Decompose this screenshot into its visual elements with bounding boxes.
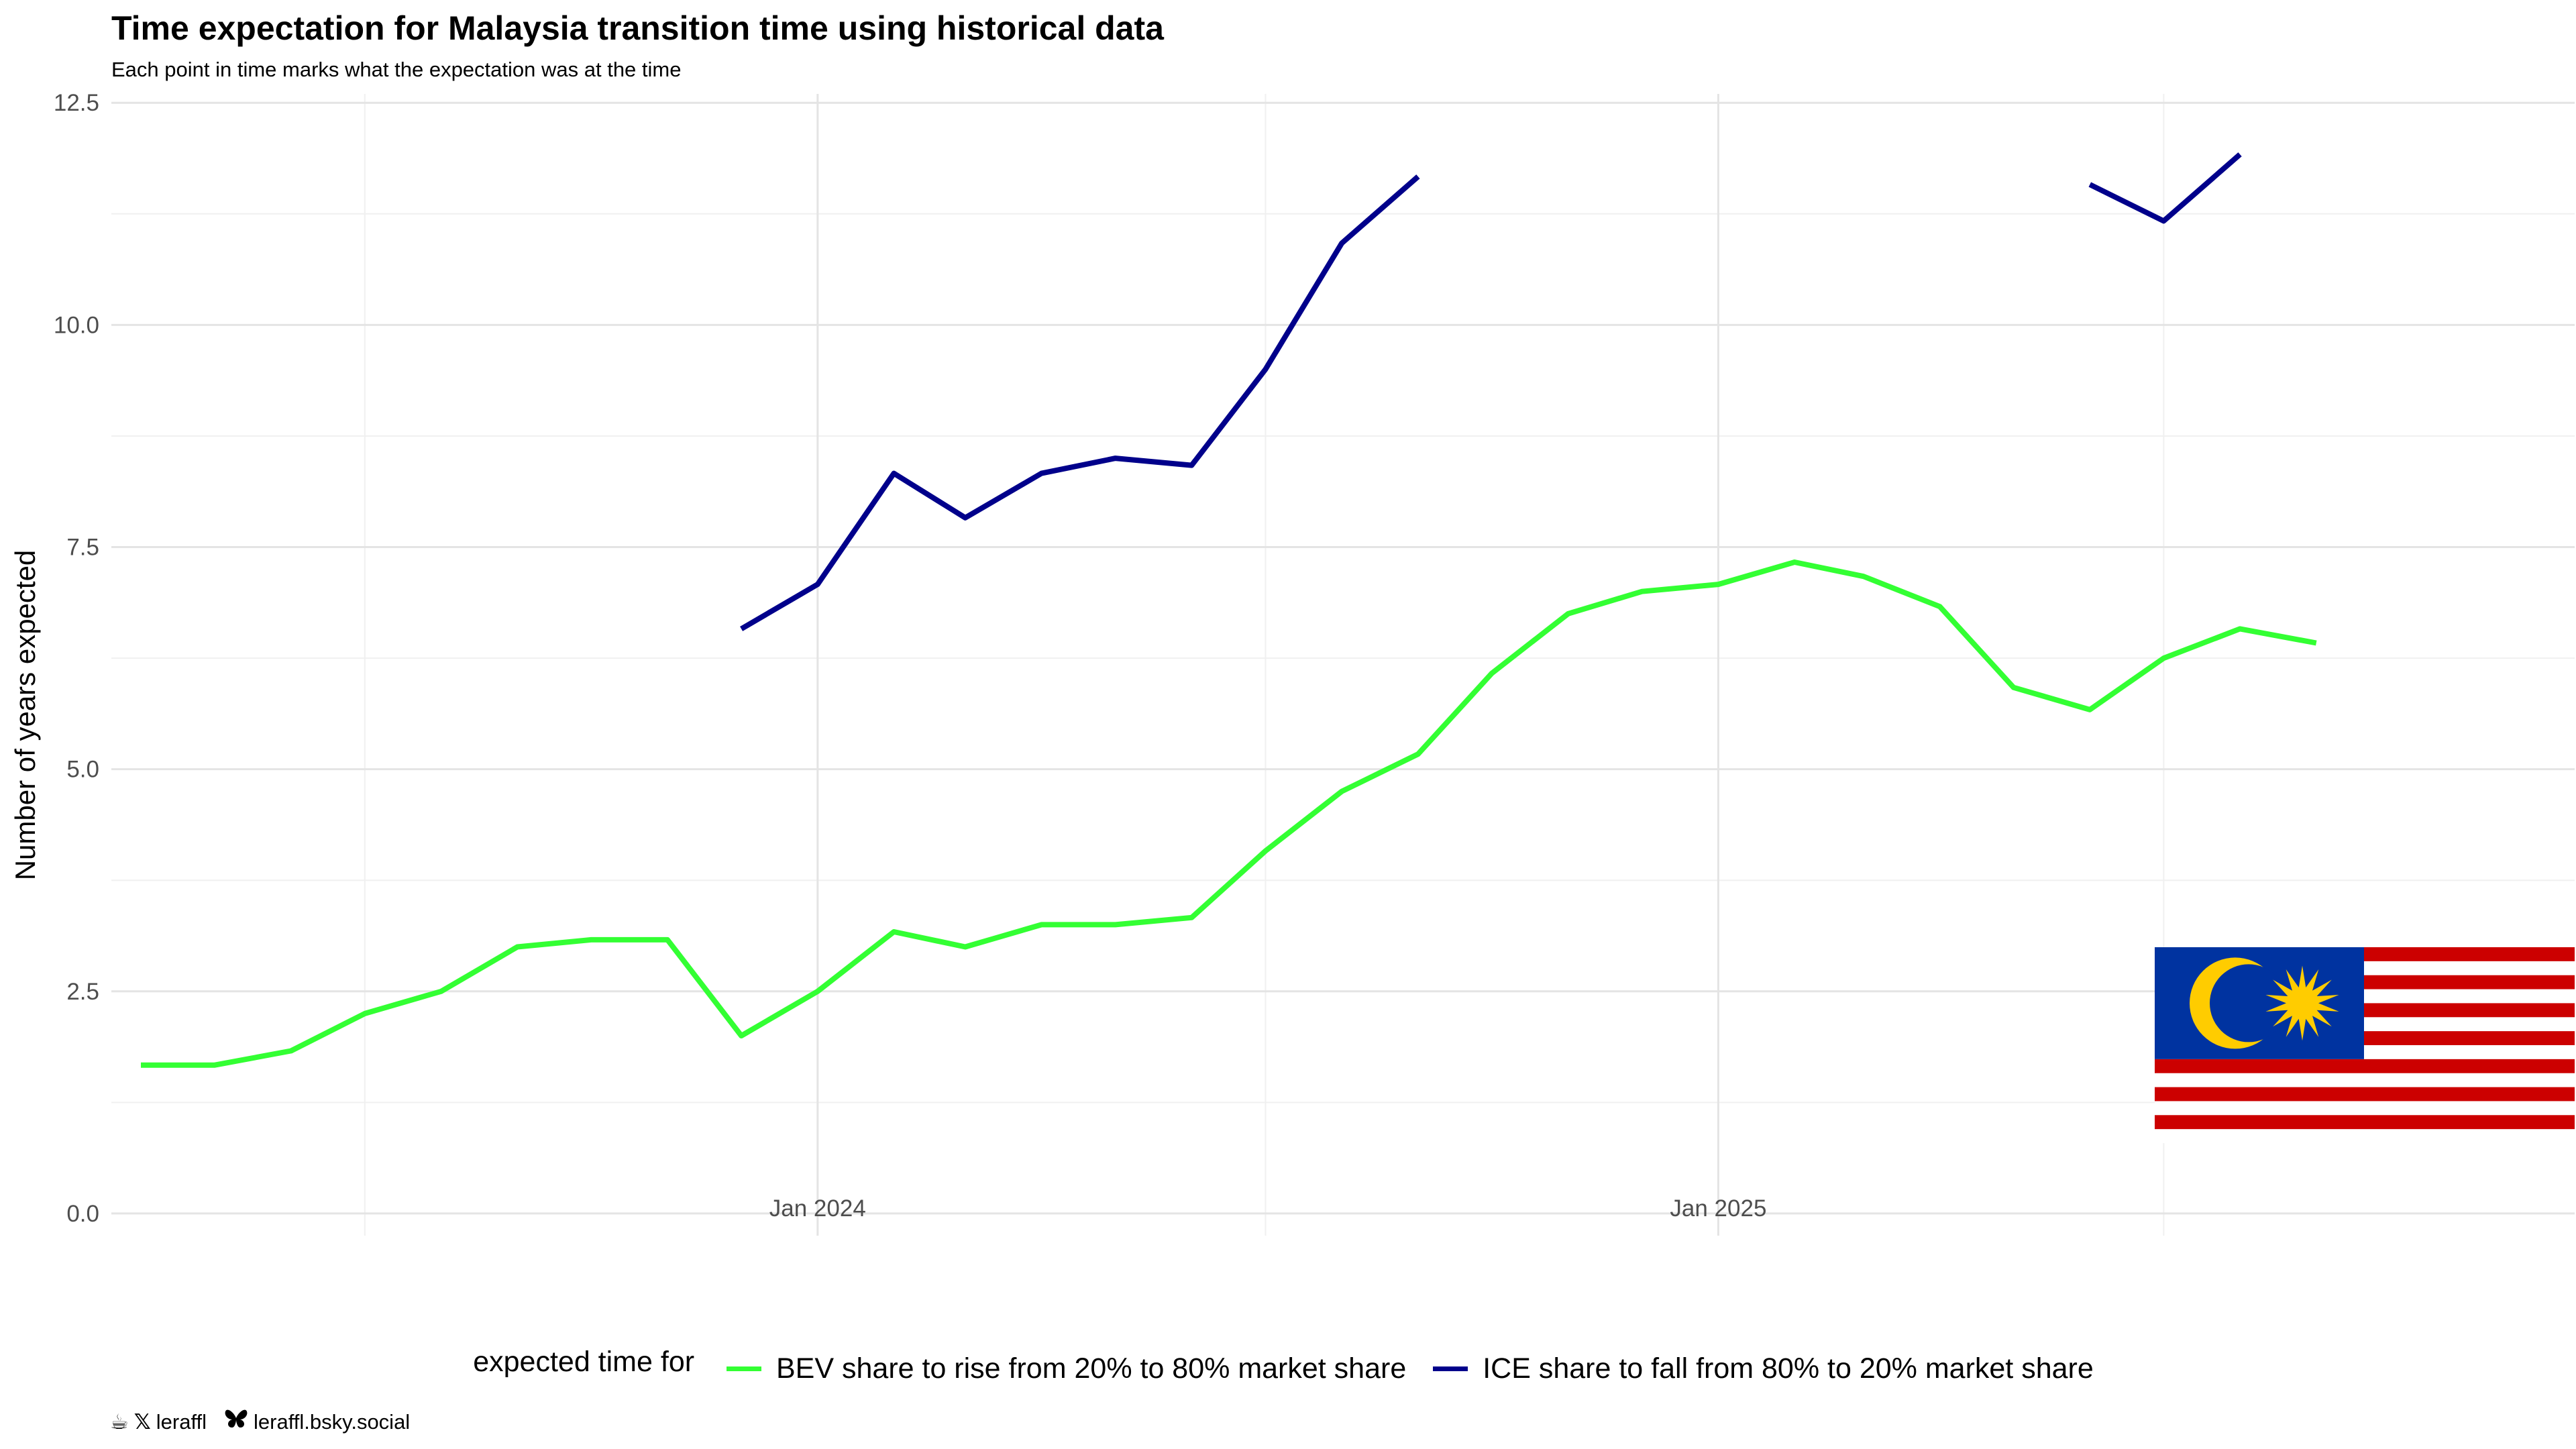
y-tick-label: 5.0: [66, 757, 99, 783]
y-tick-label: 12.5: [54, 90, 99, 116]
flag-stripe: [2155, 1087, 2575, 1102]
caption: ☕ 𝕏 leraffl leraffl.bsky.social: [110, 1409, 427, 1436]
flag-stripe: [2155, 1115, 2575, 1130]
chart-title: Time expectation for Malaysia transition…: [111, 9, 1164, 47]
y-tick-label: 0.0: [66, 1201, 99, 1227]
y-axis-label: Number of years expected: [9, 550, 41, 881]
x-logo-icon: 𝕏: [133, 1410, 151, 1434]
x-tick-label: Jan 2024: [769, 1195, 866, 1222]
legend-item-ice: ICE share to fall from 80% to 20% market…: [1433, 1352, 2094, 1385]
legend-item-bev: BEV share to rise from 20% to 80% market…: [727, 1352, 1406, 1385]
malaysia-flag-icon: [2155, 947, 2575, 1143]
legend-label-bev: BEV share to rise from 20% to 80% market…: [776, 1352, 1407, 1385]
legend: expected time for BEV share to rise from…: [0, 1346, 2576, 1385]
series-line-ice: [2088, 152, 2242, 224]
series-line-bev: [141, 559, 2317, 1068]
chart-subtitle: Each point in time marks what the expect…: [111, 58, 682, 81]
caption-bsky-handle: leraffl.bsky.social: [254, 1410, 411, 1434]
y-tick-label: 10.0: [54, 312, 99, 338]
legend-title: expected time for: [473, 1346, 695, 1378]
legend-key-bev: [727, 1366, 761, 1371]
flag-stripe: [2155, 1059, 2575, 1073]
butterfly-icon: [224, 1409, 248, 1436]
coffee-icon: ☕: [110, 1410, 129, 1434]
axis-labels: 0.0 2.5 5.0 7.5 10.0 12.5 Jan 2024 Jan 2025: [54, 90, 1767, 1227]
legend-label-ice: ICE share to fall from 80% to 20% market…: [1483, 1352, 2094, 1385]
x-tick-label: Jan 2025: [1670, 1195, 1766, 1222]
y-tick-label: 7.5: [66, 535, 99, 561]
y-tick-label: 2.5: [66, 979, 99, 1005]
series-line-ice: [740, 174, 1420, 631]
legend-key-ice: [1433, 1366, 1468, 1371]
series-lines: [141, 152, 2317, 1068]
flag-star: [2265, 965, 2339, 1041]
caption-x-handle: leraffl: [156, 1410, 207, 1434]
flag-crescent-cut: [2210, 964, 2288, 1042]
